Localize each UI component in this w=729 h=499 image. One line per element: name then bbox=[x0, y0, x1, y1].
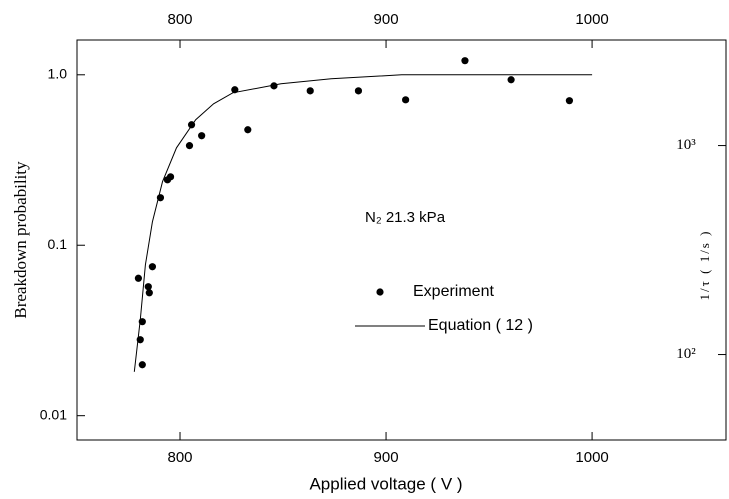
x-top-tick-label: 800 bbox=[168, 11, 193, 28]
x-top-tick-label: 900 bbox=[374, 11, 399, 28]
data-point bbox=[507, 76, 515, 84]
curve bbox=[133, 74, 593, 372]
y-tick-label: 0.01 bbox=[40, 406, 67, 422]
data-point bbox=[138, 361, 146, 369]
plot-frame bbox=[76, 39, 727, 441]
data-point bbox=[244, 126, 252, 134]
x-tick-label: 1000 bbox=[575, 449, 608, 466]
data-point bbox=[148, 263, 157, 271]
legend-label: Experiment bbox=[413, 283, 494, 300]
data-point bbox=[565, 97, 574, 105]
y-tick-label: 1.0 bbox=[48, 65, 68, 81]
data-point bbox=[231, 86, 239, 94]
x-top-tick-label: 1000 bbox=[575, 11, 608, 28]
y2-tick-label: 10² bbox=[676, 346, 696, 362]
data-point bbox=[166, 173, 175, 181]
y-axis-label: Breakdown probability bbox=[11, 161, 30, 319]
data-point bbox=[306, 87, 314, 95]
y-tick-label: 0.1 bbox=[48, 236, 68, 252]
data-point bbox=[145, 289, 153, 297]
data-point bbox=[402, 96, 410, 104]
x-axis-label: Applied voltage ( V ) bbox=[309, 474, 462, 493]
data-point bbox=[144, 283, 152, 291]
legend-symbol bbox=[376, 288, 384, 296]
data-point bbox=[354, 87, 363, 95]
legend-label: Equation ( 12 ) bbox=[428, 317, 533, 334]
x-tick-label: 900 bbox=[374, 449, 399, 466]
x-tick-label: 800 bbox=[168, 449, 193, 466]
data-point bbox=[185, 142, 194, 150]
y2-tick-label: 10³ bbox=[676, 137, 696, 153]
data-point bbox=[461, 57, 469, 65]
data-point bbox=[198, 132, 206, 140]
y2-axis-label: 1/τ ( 1/s ) bbox=[697, 230, 712, 301]
data-point bbox=[134, 274, 142, 282]
data-point bbox=[270, 82, 278, 90]
annotation: N₂ 21.3 kPa bbox=[365, 209, 446, 226]
